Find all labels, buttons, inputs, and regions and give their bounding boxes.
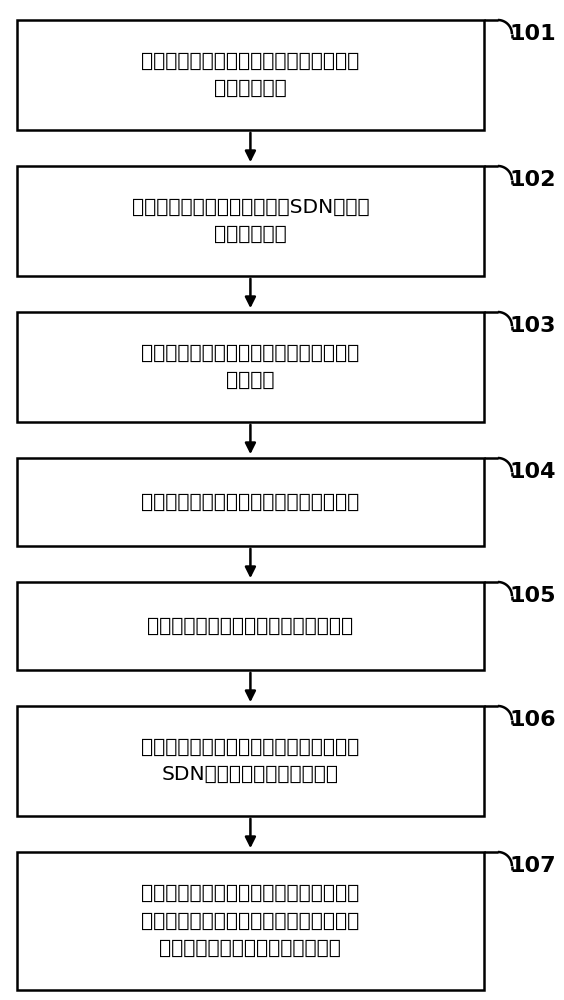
Text: 106: 106 (510, 710, 556, 730)
Bar (17, 312, 484, 422)
Bar (17, 20, 484, 130)
Bar (17, 852, 484, 990)
Text: 当接收到测量报告时，判断用户终端是否
满足切换条件: 当接收到测量报告时，判断用户终端是否 满足切换条件 (142, 52, 359, 98)
Bar (17, 706, 484, 816)
Text: 107: 107 (510, 856, 556, 876)
Text: 为源接入点下发对应的数据转发流表规则: 为源接入点下发对应的数据转发流表规则 (142, 492, 359, 512)
Text: 101: 101 (510, 24, 556, 44)
Text: 为目标接入点下发对应的上行和下行数据
流表规则: 为目标接入点下发对应的上行和下行数据 流表规则 (142, 344, 359, 390)
Text: 通过源接入点向用户终端发送切换指示: 通过源接入点向用户终端发送切换指示 (147, 616, 354, 636)
Text: 当满足切换条件时，向核心网SDN控制器
发送切换请求: 当满足切换条件时，向核心网SDN控制器 发送切换请求 (131, 198, 369, 244)
Bar (17, 582, 484, 670)
Bar (17, 458, 484, 546)
Text: 103: 103 (510, 316, 556, 336)
Bar (17, 166, 484, 276)
Text: 105: 105 (510, 586, 556, 606)
Text: 104: 104 (510, 462, 556, 482)
Text: 当目标接入点接收到源接入点转发的全部
缓存数据后，指示源接入点删除数据转发
流表规则，并释放占用的无线资源: 当目标接入点接收到源接入点转发的全部 缓存数据后，指示源接入点删除数据转发 流表… (142, 884, 359, 958)
Text: 102: 102 (510, 170, 556, 190)
Text: 当接收到空口切换完成消息后，向核心网
SDN控制器发送路径转换请求: 当接收到空口切换完成消息后，向核心网 SDN控制器发送路径转换请求 (142, 738, 359, 784)
